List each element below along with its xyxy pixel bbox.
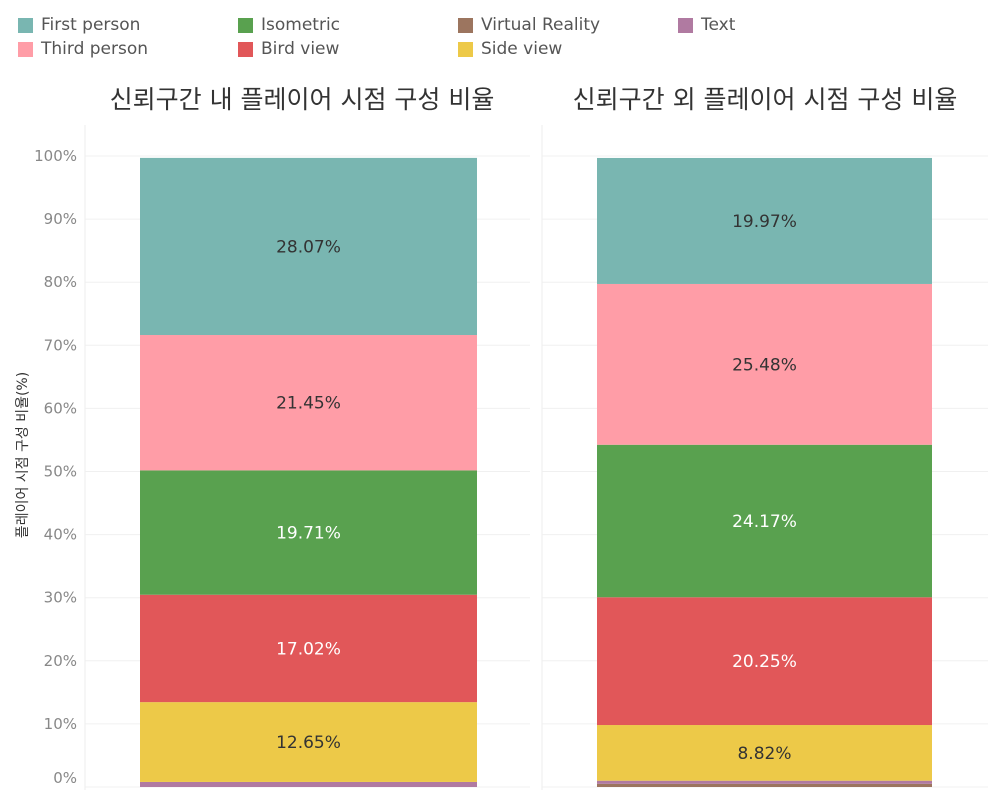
data-label: 19.97% <box>732 212 797 232</box>
data-label: 24.17% <box>732 512 797 532</box>
data-label: 17.02% <box>276 639 341 659</box>
bar-segment-isometric[interactable] <box>140 470 477 595</box>
data-label: 25.48% <box>732 355 797 375</box>
legend-swatch <box>238 17 253 33</box>
data-label: 21.45% <box>276 394 341 414</box>
y-tick-label: 100% <box>34 147 77 165</box>
y-tick-label: 80% <box>44 273 77 291</box>
legend-label: Bird view <box>261 39 340 59</box>
data-label: 28.07% <box>276 237 341 257</box>
legend-item-virtual-reality[interactable]: Virtual Reality <box>458 15 600 35</box>
y-tick-label: 0% <box>53 769 77 787</box>
legend-item-text[interactable]: Text <box>678 15 735 35</box>
legend-label: Third person <box>41 39 149 59</box>
legend-label: Isometric <box>261 15 341 35</box>
chart-title: 신뢰구간 외 플레이어 시점 구성 비율 <box>573 85 958 114</box>
data-label: 8.82% <box>737 744 791 764</box>
chart-panel-1: 신뢰구간 내 플레이어 시점 구성 비율 12.65% 17.02% 19.71% 21… <box>84 85 530 790</box>
legend-swatch <box>458 41 473 57</box>
bar-segment-bird-view[interactable] <box>140 594 477 703</box>
y-tick-label: 60% <box>44 399 77 417</box>
legend-label: Side view <box>481 39 563 59</box>
bar-segment-virtual-reality[interactable] <box>597 783 932 787</box>
y-tick-label: 30% <box>44 589 77 607</box>
y-tick-label: 40% <box>44 526 77 544</box>
bar-segment-text[interactable] <box>597 780 932 784</box>
y-tick-label: 20% <box>44 652 77 670</box>
legend: First person Isometric Virtual Reality Text… <box>0 0 1000 70</box>
legend-item-third-person[interactable]: Third person <box>18 39 148 59</box>
legend-label: Virtual Reality <box>481 15 601 35</box>
bar-segment-first-person[interactable] <box>597 157 932 284</box>
bar-segment-isometric[interactable] <box>597 444 932 598</box>
bar-segment-third-person[interactable] <box>597 283 932 445</box>
bar-segment-first-person[interactable] <box>140 157 477 336</box>
y-tick-label: 50% <box>44 463 77 481</box>
data-label: 20.25% <box>732 652 797 672</box>
legend-swatch <box>458 17 473 33</box>
bar-segment-side-view[interactable] <box>597 725 932 781</box>
legend-item-isometric[interactable]: Isometric <box>238 15 340 35</box>
legend-swatch <box>678 17 693 33</box>
legend-swatch <box>18 17 33 33</box>
legend-item-side-view[interactable]: Side view <box>458 39 562 59</box>
data-label: 19.71% <box>276 524 341 544</box>
chart-title: 신뢰구간 내 플레이어 시점 구성 비율 <box>110 85 495 114</box>
legend-item-first-person[interactable]: First person <box>18 15 140 35</box>
y-tick-label: 90% <box>44 210 77 228</box>
bar-segment-third-person[interactable] <box>140 335 477 471</box>
legend-item-bird-view[interactable]: Bird view <box>238 39 339 59</box>
legend-swatch <box>238 41 253 57</box>
bar-segment-side-view[interactable] <box>140 702 477 782</box>
legend-swatch <box>18 41 33 57</box>
data-label: 12.65% <box>276 733 341 753</box>
legend-label: Text <box>701 15 736 35</box>
legend-label: First person <box>41 15 141 35</box>
y-tick-label: 10% <box>44 715 77 733</box>
bar-segment-text[interactable] <box>140 781 477 787</box>
y-tick-label: 70% <box>44 336 77 354</box>
y-axis-title: 플레이어 시점 구성 비율(%) <box>15 372 31 538</box>
bar-segment-bird-view[interactable] <box>597 597 932 726</box>
chart-panel-2: 신뢰구간 외 플레이어 시점 구성 비율 8.82% 20.25% 24.17% 25.… <box>541 85 988 790</box>
